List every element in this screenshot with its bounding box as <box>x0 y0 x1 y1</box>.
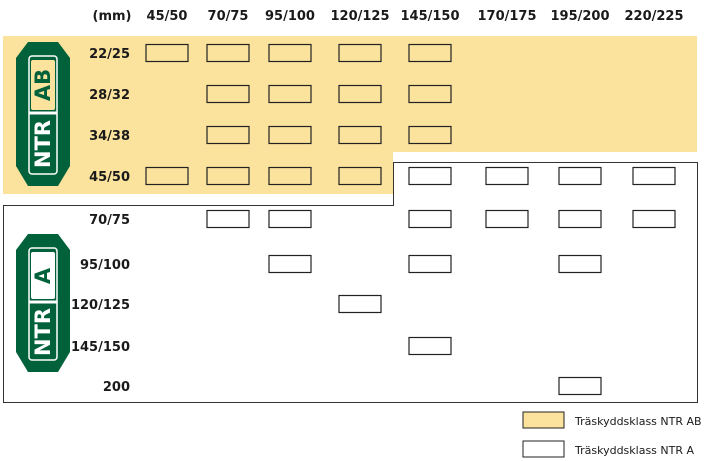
row-header-22-25: 22/25 <box>89 47 130 62</box>
legend-label-ntr-a: Träskyddsklass NTR A <box>574 444 694 457</box>
cell-70-75-x-145-150 <box>408 209 452 229</box>
cell-45-50-x-120-125 <box>338 166 382 186</box>
cell-95-100-x-195-200 <box>558 254 602 274</box>
column-header-220-225: 220/225 <box>624 9 683 24</box>
ntr-ab-badge-prefix: NTR <box>31 120 55 168</box>
cell-45-50-x-95-100 <box>268 166 312 186</box>
cell-22-25-x-45-50 <box>145 43 189 63</box>
cell-120-125-x-120-125 <box>338 294 382 314</box>
legend: Träskyddsklass NTR AB Träskyddsklass NTR… <box>522 411 702 458</box>
class-zones <box>3 36 698 403</box>
cell-95-100-x-145-150 <box>408 254 452 274</box>
row-header-95-100: 95/100 <box>80 258 130 273</box>
column-header-45-50: 45/50 <box>147 9 188 24</box>
cell-34-38-x-145-150 <box>408 125 452 145</box>
cell-70-75-x-170-175 <box>485 209 529 229</box>
row-header-28-32: 28/32 <box>89 88 130 103</box>
cell-22-25-x-145-150 <box>408 43 452 63</box>
column-header-145-150: 145/150 <box>400 9 459 24</box>
ntr-ab-badge: AB NTR <box>16 42 70 186</box>
column-header-95-100: 95/100 <box>265 9 315 24</box>
ntr-ab-badge-class-bg <box>31 60 55 110</box>
ntr-a-badge-inner <box>28 247 58 361</box>
row-header-145-150: 145/150 <box>71 340 130 355</box>
ntr-a-zone <box>3 162 698 403</box>
cell-22-25-x-120-125 <box>338 43 382 63</box>
cell-200-x-195-200 <box>558 376 602 396</box>
row-header-200: 200 <box>103 380 130 395</box>
cell-34-38-x-70-75 <box>206 125 250 145</box>
cell-22-25-x-70-75 <box>206 43 250 63</box>
unit-label: (mm) <box>93 9 132 24</box>
ntr-a-badge-class-bg <box>31 252 55 299</box>
cell-34-38-x-120-125 <box>338 125 382 145</box>
column-header-195-200: 195/200 <box>550 9 609 24</box>
cell-70-75-x-70-75 <box>206 209 250 229</box>
cell-28-32-x-145-150 <box>408 84 452 104</box>
legend-swatch-ntr-a <box>522 440 565 458</box>
row-header-120-125: 120/125 <box>71 298 130 313</box>
cell-45-50-x-220-225 <box>632 166 676 186</box>
row-header-45-50: 45/50 <box>89 170 130 185</box>
availability-cells <box>145 43 676 396</box>
cell-45-50-x-70-75 <box>206 166 250 186</box>
row-header-70-75: 70/75 <box>89 213 130 228</box>
cell-95-100-x-95-100 <box>268 254 312 274</box>
ntr-ab-badge-class: AB <box>31 69 55 101</box>
row-headers: 22/25 28/32 34/38 45/50 70/75 95/100 120/125 14… <box>71 47 130 395</box>
cell-70-75-x-220-225 <box>632 209 676 229</box>
cell-45-50-x-45-50 <box>145 166 189 186</box>
cell-70-75-x-95-100 <box>268 209 312 229</box>
cell-28-32-x-70-75 <box>206 84 250 104</box>
cell-45-50-x-195-200 <box>558 166 602 186</box>
ntr-a-badge-prefix: NTR <box>31 308 55 356</box>
cell-70-75-x-195-200 <box>558 209 602 229</box>
ntr-a-badge-class: A <box>31 267 55 284</box>
cell-22-25-x-95-100 <box>268 43 312 63</box>
column-headers: 45/50 70/75 95/100 120/125 145/150 170/175 195… <box>147 9 684 24</box>
cell-145-150-x-145-150 <box>408 336 452 356</box>
cell-34-38-x-95-100 <box>268 125 312 145</box>
column-header-120-125: 120/125 <box>330 9 389 24</box>
column-header-170-175: 170/175 <box>477 9 536 24</box>
cell-28-32-x-120-125 <box>338 84 382 104</box>
cell-45-50-x-145-150 <box>408 166 452 186</box>
column-header-70-75: 70/75 <box>208 9 249 24</box>
ntr-ab-zone <box>3 36 697 194</box>
legend-swatch-ntr-ab <box>522 411 565 429</box>
ntr-ab-badge-inner <box>28 55 58 175</box>
cell-45-50-x-170-175 <box>485 166 529 186</box>
legend-label-ntr-ab: Träskyddsklass NTR AB <box>574 415 702 428</box>
row-header-34-38: 34/38 <box>89 129 130 144</box>
cell-28-32-x-95-100 <box>268 84 312 104</box>
ntr-a-badge: A NTR <box>16 234 70 372</box>
